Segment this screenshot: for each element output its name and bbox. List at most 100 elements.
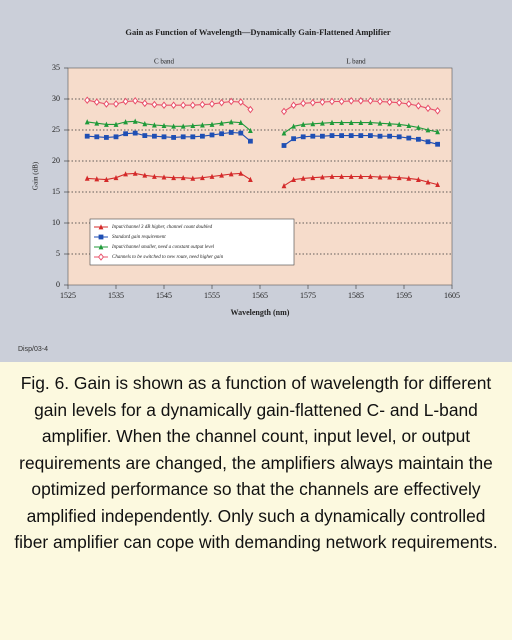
marker (200, 174, 205, 181)
marker (142, 172, 148, 178)
marker (132, 170, 138, 176)
marker (123, 131, 128, 137)
marker (94, 134, 100, 140)
marker (219, 131, 224, 137)
marker (329, 133, 335, 138)
marker (84, 133, 90, 139)
x-tick-label: 1565 (252, 291, 268, 300)
marker (103, 100, 110, 108)
caption: Fig. 6. Gain is shown as a function of w… (14, 373, 498, 552)
marker (190, 122, 196, 129)
marker (84, 119, 90, 125)
x-tick-label: 1555 (204, 291, 220, 300)
marker (200, 122, 205, 128)
marker (406, 175, 412, 181)
marker (310, 133, 316, 139)
marker (377, 174, 383, 180)
marker (113, 174, 119, 181)
marker (209, 132, 215, 138)
marker (228, 171, 234, 177)
marker (281, 183, 287, 189)
marker (112, 100, 120, 108)
y-tick-label: 15 (52, 187, 60, 196)
marker (200, 133, 205, 139)
marker (435, 129, 440, 135)
marker (291, 123, 296, 129)
x-tick-label: 1545 (156, 291, 172, 300)
marker (416, 176, 421, 182)
marker (367, 97, 374, 105)
marker (152, 122, 157, 128)
marker (161, 174, 167, 180)
y-tick-label: 5 (56, 249, 60, 258)
marker (348, 97, 355, 105)
marker (320, 120, 325, 126)
x-tick-label: 1575 (300, 291, 316, 300)
marker (94, 120, 100, 126)
marker (376, 97, 384, 106)
marker (281, 143, 287, 148)
marker (300, 121, 306, 127)
marker (113, 134, 119, 140)
marker (84, 175, 90, 181)
marker (310, 121, 316, 127)
legend-label: Input/channel 3 dB higher, channel count… (111, 225, 213, 230)
marker (396, 98, 403, 107)
marker (406, 122, 412, 129)
marker (228, 130, 234, 135)
marker (290, 101, 297, 110)
marker (97, 253, 105, 261)
marker (190, 175, 196, 181)
marker (406, 135, 412, 141)
y-tick-label: 30 (52, 94, 60, 103)
marker (199, 100, 206, 109)
marker (329, 119, 335, 125)
marker (238, 119, 244, 125)
marker (319, 98, 326, 106)
marker (248, 176, 253, 182)
marker (151, 100, 158, 109)
marker (180, 101, 187, 110)
marker (348, 173, 354, 179)
marker (248, 138, 253, 144)
x-tick-label: 1525 (60, 291, 76, 300)
band-label: C band (154, 58, 175, 66)
marker (424, 104, 432, 113)
marker (142, 133, 148, 138)
marker (416, 124, 421, 130)
chart-title: Gain as Function of Wavelength—Dynamical… (125, 27, 390, 37)
marker (368, 119, 373, 125)
marker (209, 173, 215, 179)
x-axis-label: Wavelength (nm) (231, 308, 290, 317)
marker (208, 100, 216, 108)
marker (104, 135, 109, 140)
marker (396, 121, 402, 127)
y-tick-label: 35 (52, 63, 60, 72)
marker (348, 119, 354, 125)
marker (189, 101, 196, 110)
x-tick-label: 1585 (348, 291, 364, 300)
marker (238, 130, 244, 136)
marker (425, 179, 431, 185)
marker (98, 234, 104, 240)
y-tick-label: 20 (52, 156, 60, 165)
marker (368, 173, 373, 179)
marker (152, 133, 157, 139)
marker (291, 176, 296, 182)
marker (123, 171, 128, 177)
marker (123, 119, 128, 125)
marker (84, 96, 91, 105)
marker (300, 134, 306, 140)
marker (425, 139, 431, 145)
marker (348, 133, 354, 138)
marker (219, 172, 224, 178)
marker (180, 123, 186, 129)
y-tick-label: 25 (52, 125, 60, 134)
x-tick-label: 1535 (108, 291, 124, 300)
marker (104, 121, 109, 127)
marker (435, 141, 440, 147)
marker (228, 97, 235, 106)
marker (415, 102, 422, 110)
marker (377, 133, 383, 139)
